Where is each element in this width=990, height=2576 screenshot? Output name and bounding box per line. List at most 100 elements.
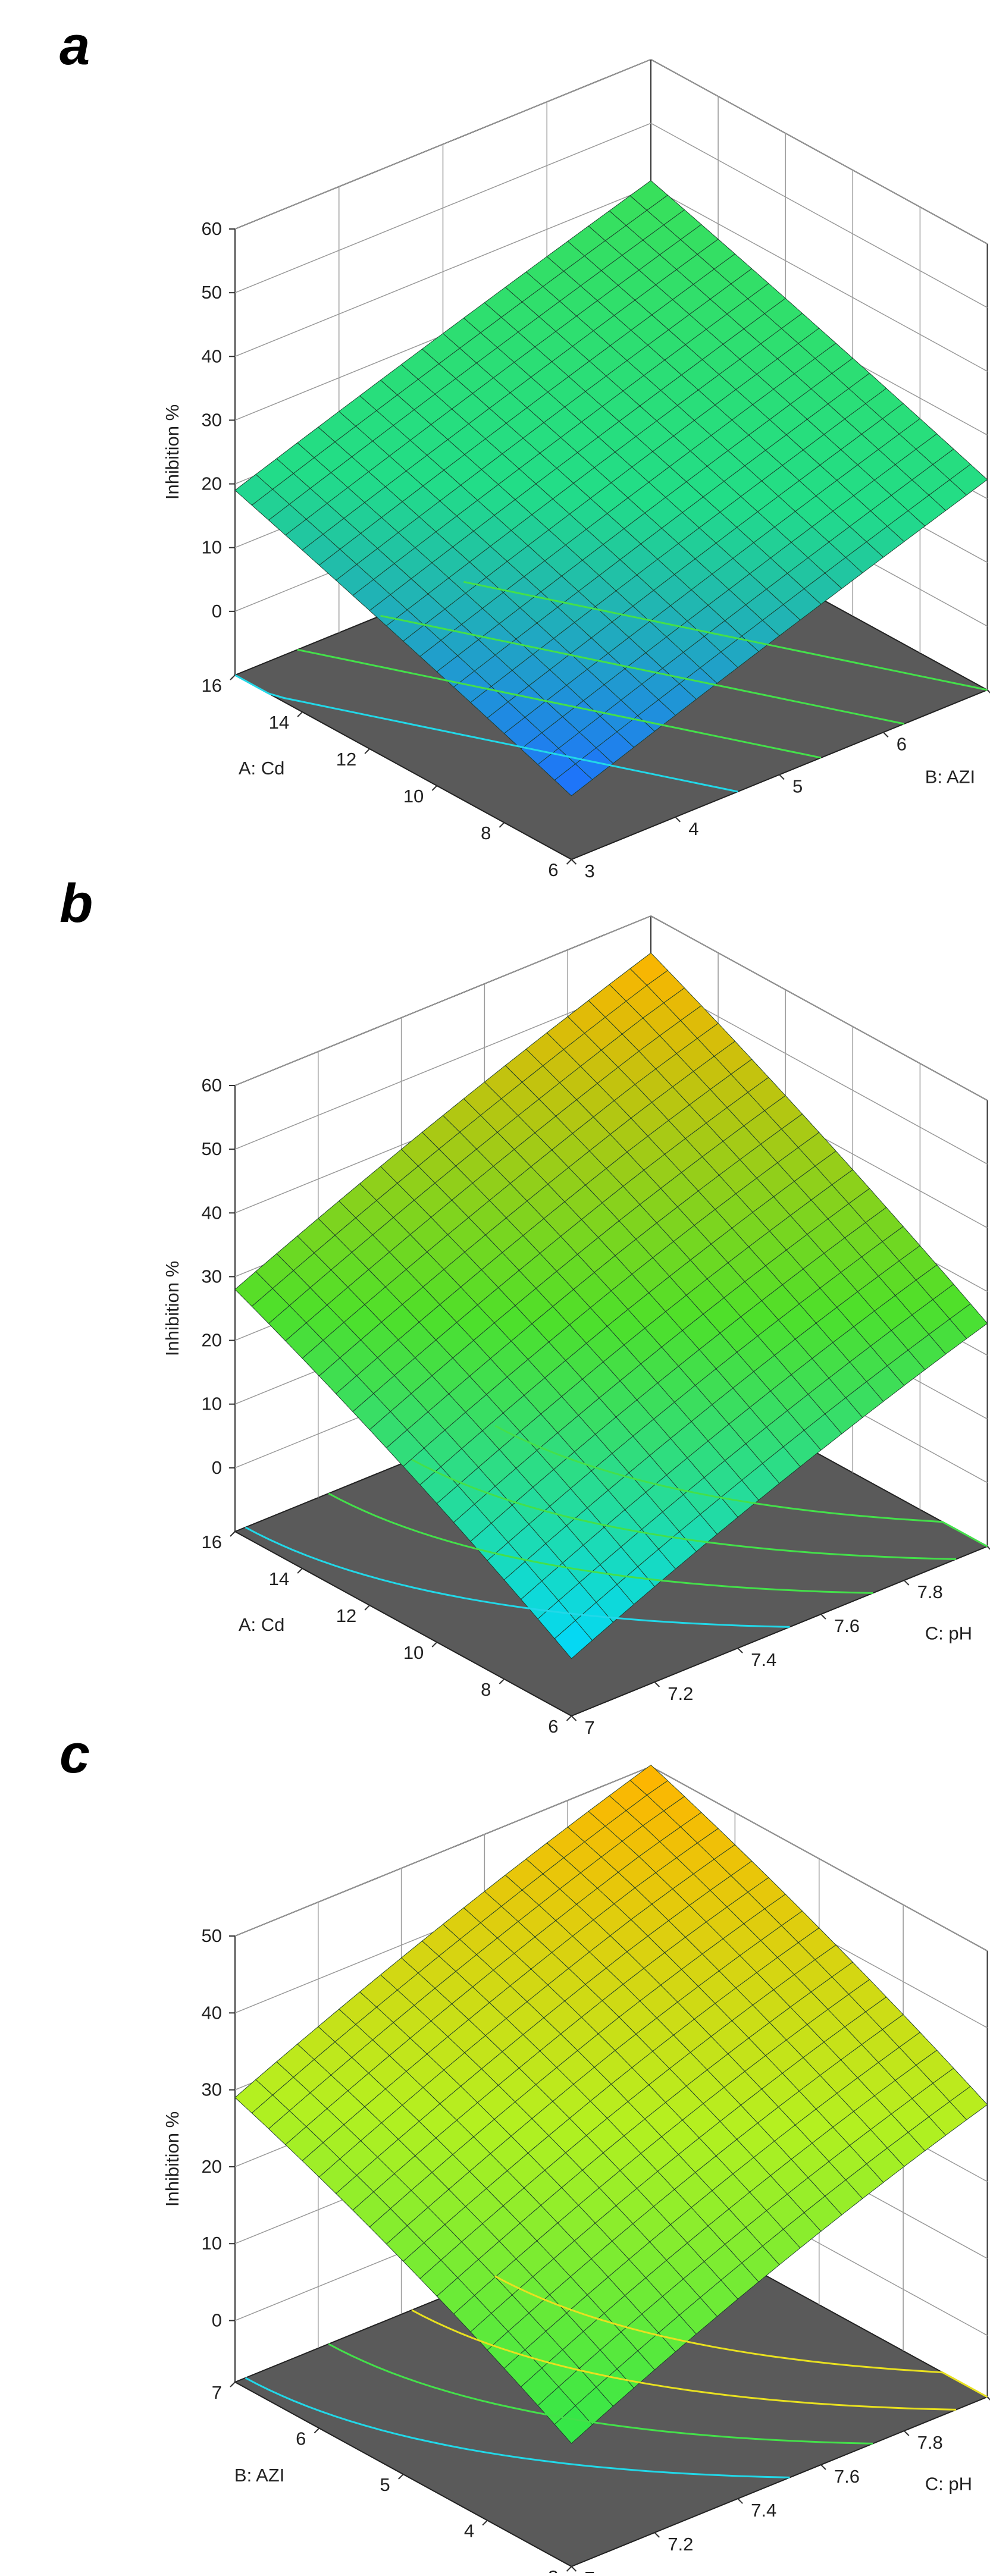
y-axis-title: B: AZI xyxy=(925,766,975,787)
z-tick-label: 10 xyxy=(202,537,222,558)
panel-label: c xyxy=(59,1724,90,1784)
x-tick-label: 4 xyxy=(464,2521,474,2542)
panel-c: c 0 10 20 30 40 50 Inhibition % 3 4 5 6 7 B: AZI 7 7.2 7… xyxy=(59,1724,990,2573)
z-tick-label: 50 xyxy=(202,1138,222,1159)
x-tick-label: 16 xyxy=(202,675,222,696)
x-tick xyxy=(399,2474,403,2479)
y-tick-label: 6 xyxy=(897,733,907,754)
y-tick xyxy=(654,1682,659,1687)
z-axis-title: Inhibition % xyxy=(162,2111,183,2207)
z-tick-label: 30 xyxy=(202,1266,222,1287)
z-tick-label: 50 xyxy=(202,282,222,303)
z-axis-title: Inhibition % xyxy=(162,1261,183,1356)
x-tick xyxy=(230,2382,235,2387)
y-tick xyxy=(988,1546,990,1551)
panel-label: a xyxy=(59,15,90,76)
y-tick-label: 7.8 xyxy=(917,2432,943,2453)
y-tick xyxy=(738,1648,743,1653)
y-tick xyxy=(988,2397,990,2402)
x-tick-label: 14 xyxy=(269,1568,289,1589)
y-tick xyxy=(904,1580,909,1585)
y-tick-label: 7.4 xyxy=(751,1649,776,1670)
z-tick-label: 50 xyxy=(202,1925,222,1946)
y-tick xyxy=(904,2431,909,2436)
y-tick xyxy=(738,2499,743,2503)
y-tick xyxy=(821,1614,826,1619)
x-tick xyxy=(567,2566,572,2571)
y-tick xyxy=(779,775,784,780)
x-tick-label: 8 xyxy=(481,823,491,843)
z-tick-label: 60 xyxy=(202,218,222,239)
x-tick xyxy=(499,1679,504,1684)
z-tick-label: 60 xyxy=(202,1075,222,1096)
y-tick xyxy=(988,690,990,695)
z-axis-title: Inhibition % xyxy=(162,404,183,500)
z-tick-label: 20 xyxy=(202,1330,222,1351)
y-tick-label: 7.6 xyxy=(834,1615,860,1636)
x-tick-label: 5 xyxy=(380,2474,390,2495)
x-tick-label: 10 xyxy=(403,1642,424,1663)
y-tick-label: 7 xyxy=(585,1717,595,1738)
y-tick-label: 3 xyxy=(585,861,595,881)
x-axis-title: B: AZI xyxy=(234,2465,284,2486)
x-tick xyxy=(365,749,369,754)
z-tick-label: 20 xyxy=(202,473,222,494)
x-axis-title: A: Cd xyxy=(239,758,285,779)
y-tick xyxy=(821,2465,826,2470)
x-tick xyxy=(297,1568,302,1573)
z-tick-label: 40 xyxy=(202,346,222,366)
x-tick-label: 6 xyxy=(296,2428,306,2449)
y-axis-title: C: pH xyxy=(925,2473,972,2494)
z-tick-label: 0 xyxy=(212,601,222,622)
y-tick-label: 7.8 xyxy=(917,1582,943,1602)
y-tick-label: 4 xyxy=(688,818,698,839)
y-tick xyxy=(572,2566,577,2571)
y-tick-label: 7.2 xyxy=(668,2534,693,2555)
y-tick xyxy=(884,732,888,737)
z-tick-label: 40 xyxy=(202,2002,222,2023)
x-axis-title: A: Cd xyxy=(239,1614,285,1635)
z-tick-label: 20 xyxy=(202,2156,222,2177)
z-tick-label: 10 xyxy=(202,2233,222,2254)
x-tick xyxy=(365,1605,369,1610)
z-tick-label: 40 xyxy=(202,1202,222,1223)
x-tick-label: 10 xyxy=(403,786,424,807)
x-tick xyxy=(297,712,302,717)
z-tick-label: 0 xyxy=(212,1457,222,1478)
x-tick xyxy=(432,1642,437,1647)
y-tick-label: 7.6 xyxy=(834,2466,860,2487)
panel-b: b 0 10 20 30 40 50 60 Inhibition % 6 8 10 12 14 16 A: C… xyxy=(59,873,990,1738)
x-tick-label: 14 xyxy=(269,712,289,733)
x-tick-label: 7 xyxy=(212,2382,222,2403)
y-tick xyxy=(654,2533,659,2537)
x-tick xyxy=(483,2521,487,2525)
x-tick xyxy=(499,823,504,827)
x-tick-label: 12 xyxy=(336,1605,356,1626)
wall-gridline xyxy=(651,59,988,244)
z-tick-label: 0 xyxy=(212,2310,222,2331)
y-tick xyxy=(572,1716,577,1721)
x-tick-label: 8 xyxy=(481,1679,491,1700)
y-axis-title: C: pH xyxy=(925,1623,972,1643)
y-tick-label: 7.2 xyxy=(668,1683,693,1704)
x-tick xyxy=(230,675,235,680)
z-tick-label: 30 xyxy=(202,409,222,430)
z-tick-label: 10 xyxy=(202,1394,222,1414)
x-tick xyxy=(567,859,572,864)
x-tick-label: 16 xyxy=(202,1532,222,1552)
x-tick xyxy=(314,2428,319,2433)
y-tick-label: 7 xyxy=(585,2568,595,2573)
y-tick xyxy=(572,859,577,864)
x-tick-label: 6 xyxy=(548,859,558,880)
y-tick-label: 7.4 xyxy=(751,2500,776,2521)
panel-label: b xyxy=(59,873,93,934)
x-tick xyxy=(230,1532,235,1536)
x-tick-label: 6 xyxy=(548,1716,558,1737)
x-tick-label: 3 xyxy=(548,2566,558,2573)
x-tick xyxy=(432,786,437,790)
x-tick xyxy=(567,1716,572,1721)
z-tick-label: 30 xyxy=(202,2079,222,2100)
